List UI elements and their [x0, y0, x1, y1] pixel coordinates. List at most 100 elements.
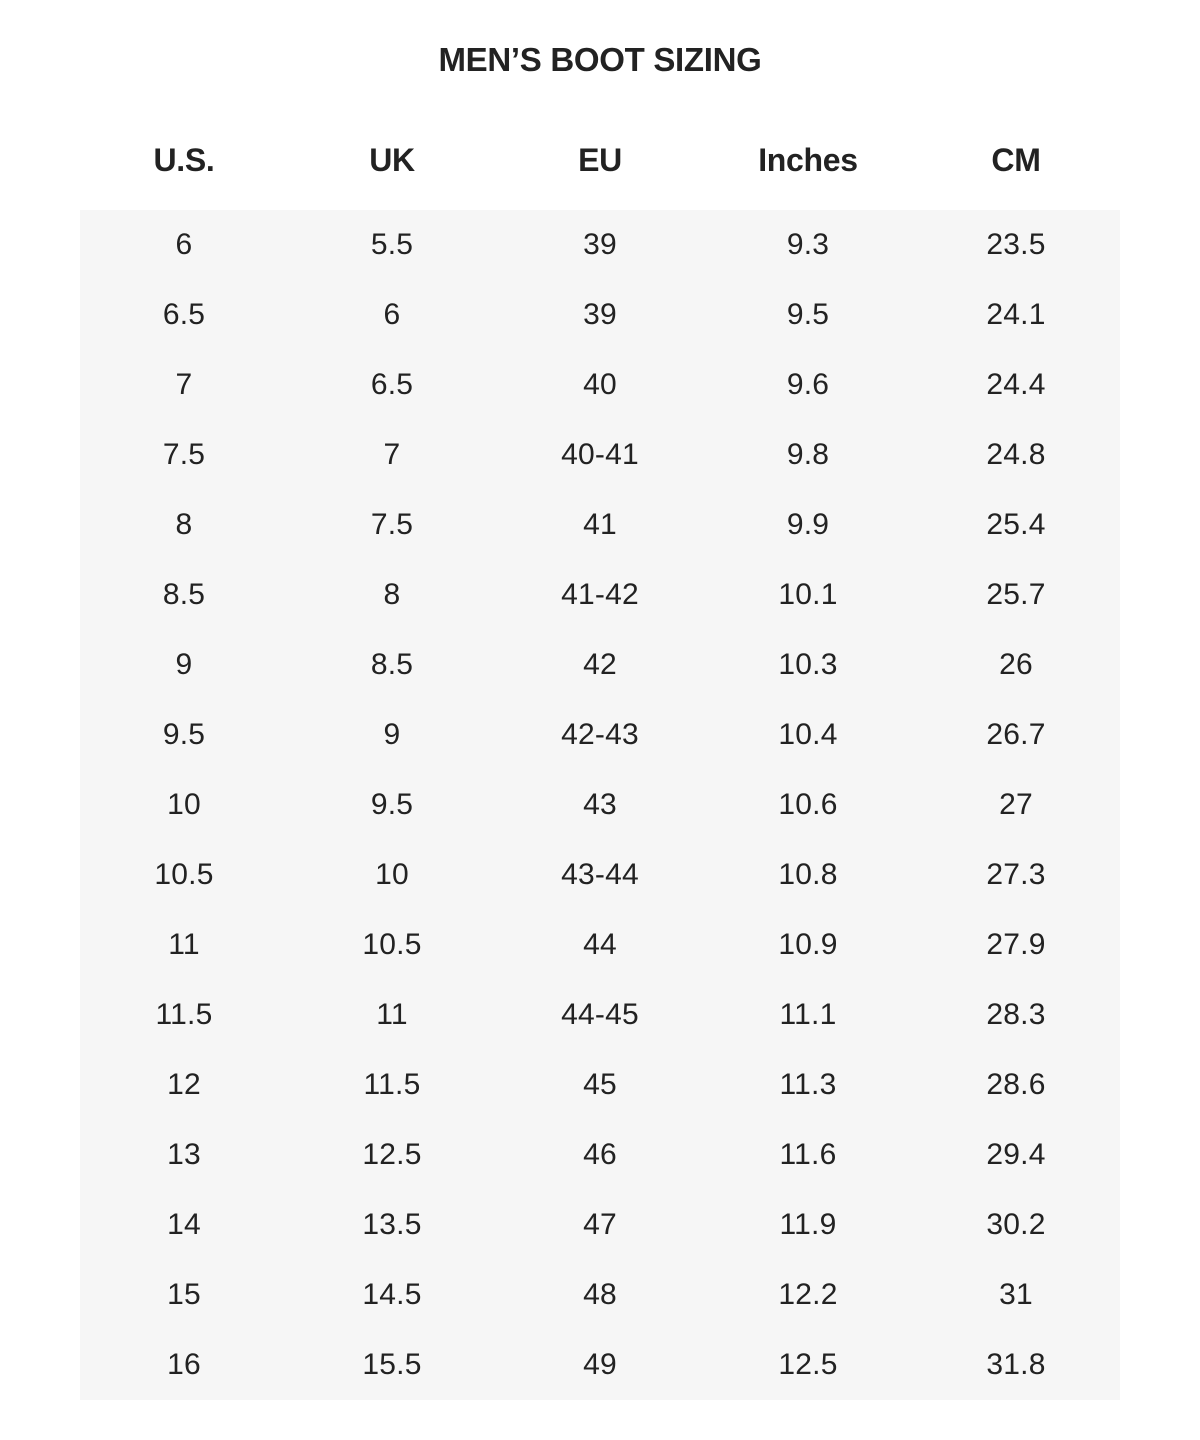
cell-cm: 28.3	[986, 998, 1046, 1031]
cell-eu: 44	[583, 928, 617, 961]
cell-us: 15	[167, 1278, 201, 1311]
cell-uk: 11.5	[363, 1068, 421, 1101]
table-row: 8.5 8 41-42 10.1 25.7	[80, 560, 1120, 630]
size-chart-table: U.S. UK EU Inches CM 6 5.5 39 9.3 23.5 6.5 6 39…	[80, 130, 1120, 1400]
cell-us: 7.5	[162, 438, 206, 471]
cell-cm: 28.6	[986, 1068, 1046, 1101]
table-row: 9 8.5 42 10.3 26	[80, 630, 1120, 700]
cell-inches: 9.3	[786, 228, 830, 261]
page-title: MEN’S BOOT SIZING	[438, 41, 762, 78]
cell-cm: 24.8	[986, 438, 1046, 471]
cell-cm: 27.9	[986, 928, 1046, 961]
cell-cm: 26.7	[986, 718, 1046, 751]
cell-cm: 31.8	[986, 1348, 1046, 1381]
table-row: 6.5 6 39 9.5 24.1	[80, 280, 1120, 350]
cell-us: 9	[175, 648, 193, 681]
header-cm: CM	[991, 141, 1041, 178]
cell-uk: 7	[383, 438, 401, 471]
cell-uk: 10	[375, 858, 409, 891]
cell-uk: 9	[383, 718, 401, 751]
cell-us: 8	[175, 508, 193, 541]
cell-eu: 47	[583, 1208, 617, 1241]
header-eu: EU	[578, 141, 622, 178]
cell-eu: 42	[583, 648, 617, 681]
cell-eu: 39	[583, 228, 617, 261]
cell-cm: 24.1	[986, 298, 1046, 331]
cell-uk: 8	[383, 578, 401, 611]
cell-uk: 7.5	[370, 508, 414, 541]
cell-uk: 9.5	[370, 788, 414, 821]
cell-eu: 45	[583, 1068, 617, 1101]
cell-uk: 15.5	[362, 1348, 422, 1381]
cell-uk: 13.5	[362, 1208, 422, 1241]
cell-cm: 25.4	[986, 508, 1046, 541]
cell-inches: 12.5	[778, 1348, 838, 1381]
cell-eu: 40	[583, 368, 617, 401]
cell-us: 14	[167, 1208, 201, 1241]
cell-inches: 11.6	[779, 1138, 837, 1171]
cell-us: 9.5	[162, 718, 206, 751]
cell-eu: 39	[583, 298, 617, 331]
table-row: 7.5 7 40-41 9.8 24.8	[80, 420, 1120, 490]
cell-uk: 10.5	[362, 928, 422, 961]
cell-cm: 30.2	[986, 1208, 1046, 1241]
cell-inches: 10.8	[778, 858, 838, 891]
cell-eu: 46	[583, 1138, 617, 1171]
table-row: 8 7.5 41 9.9 25.4	[80, 490, 1120, 560]
table-row: 12 11.5 45 11.3 28.6	[80, 1050, 1120, 1120]
cell-inches: 10.1	[778, 578, 838, 611]
header-uk: UK	[369, 141, 415, 178]
cell-cm: 24.4	[986, 368, 1046, 401]
cell-inches: 12.2	[778, 1278, 838, 1311]
cell-us: 6.5	[162, 298, 206, 331]
cell-eu: 44-45	[561, 998, 639, 1031]
header-inches: Inches	[758, 141, 858, 178]
cell-uk: 12.5	[362, 1138, 422, 1171]
cell-inches: 11.9	[779, 1208, 837, 1241]
cell-cm: 23.5	[986, 228, 1046, 261]
table-row: 7 6.5 40 9.6 24.4	[80, 350, 1120, 420]
cell-eu: 43-44	[561, 858, 639, 891]
cell-eu: 40-41	[561, 438, 639, 471]
cell-us: 8.5	[162, 578, 206, 611]
table-row: 10 9.5 43 10.6 27	[80, 770, 1120, 840]
cell-eu: 41-42	[561, 578, 639, 611]
cell-us: 7	[175, 368, 193, 401]
cell-uk: 14.5	[362, 1278, 422, 1311]
table-row: 11.5 11 44-45 11.1 28.3	[80, 980, 1120, 1050]
cell-uk: 8.5	[370, 648, 414, 681]
cell-inches: 10.6	[778, 788, 838, 821]
cell-uk: 5.5	[370, 228, 414, 261]
cell-eu: 49	[583, 1348, 617, 1381]
cell-us: 16	[167, 1348, 201, 1381]
cell-uk: 11	[376, 998, 408, 1031]
cell-inches: 9.8	[786, 438, 830, 471]
cell-us: 12	[167, 1068, 201, 1101]
cell-cm: 27.3	[986, 858, 1046, 891]
cell-us: 10	[167, 788, 201, 821]
cell-us: 6	[175, 228, 193, 261]
cell-cm: 29.4	[986, 1138, 1046, 1171]
header-us: U.S.	[153, 141, 215, 178]
cell-eu: 42-43	[561, 718, 639, 751]
cell-cm: 31	[999, 1278, 1033, 1311]
table-row: 13 12.5 46 11.6 29.4	[80, 1120, 1120, 1190]
cell-inches: 9.5	[786, 298, 830, 331]
cell-inches: 11.1	[779, 998, 837, 1031]
cell-inches: 11.3	[779, 1068, 837, 1101]
cell-eu: 41	[583, 508, 617, 541]
table-row: 11 10.5 44 10.9 27.9	[80, 910, 1120, 980]
cell-eu: 48	[583, 1278, 617, 1311]
cell-us: 13	[167, 1138, 201, 1171]
cell-us: 10.5	[154, 858, 214, 891]
table-body: 6 5.5 39 9.3 23.5 6.5 6 39 9.5 24.1 7 6.5 40 9.6 24.4 7…	[80, 210, 1120, 1400]
cell-cm: 27	[999, 788, 1033, 821]
table-row: 6 5.5 39 9.3 23.5	[80, 210, 1120, 280]
cell-inches: 10.4	[778, 718, 838, 751]
table-row: 14 13.5 47 11.9 30.2	[80, 1190, 1120, 1260]
table-header-row: U.S. UK EU Inches CM	[80, 130, 1120, 190]
cell-inches: 9.6	[786, 368, 830, 401]
cell-uk: 6	[383, 298, 401, 331]
table-row: 15 14.5 48 12.2 31	[80, 1260, 1120, 1330]
cell-inches: 9.9	[786, 508, 830, 541]
